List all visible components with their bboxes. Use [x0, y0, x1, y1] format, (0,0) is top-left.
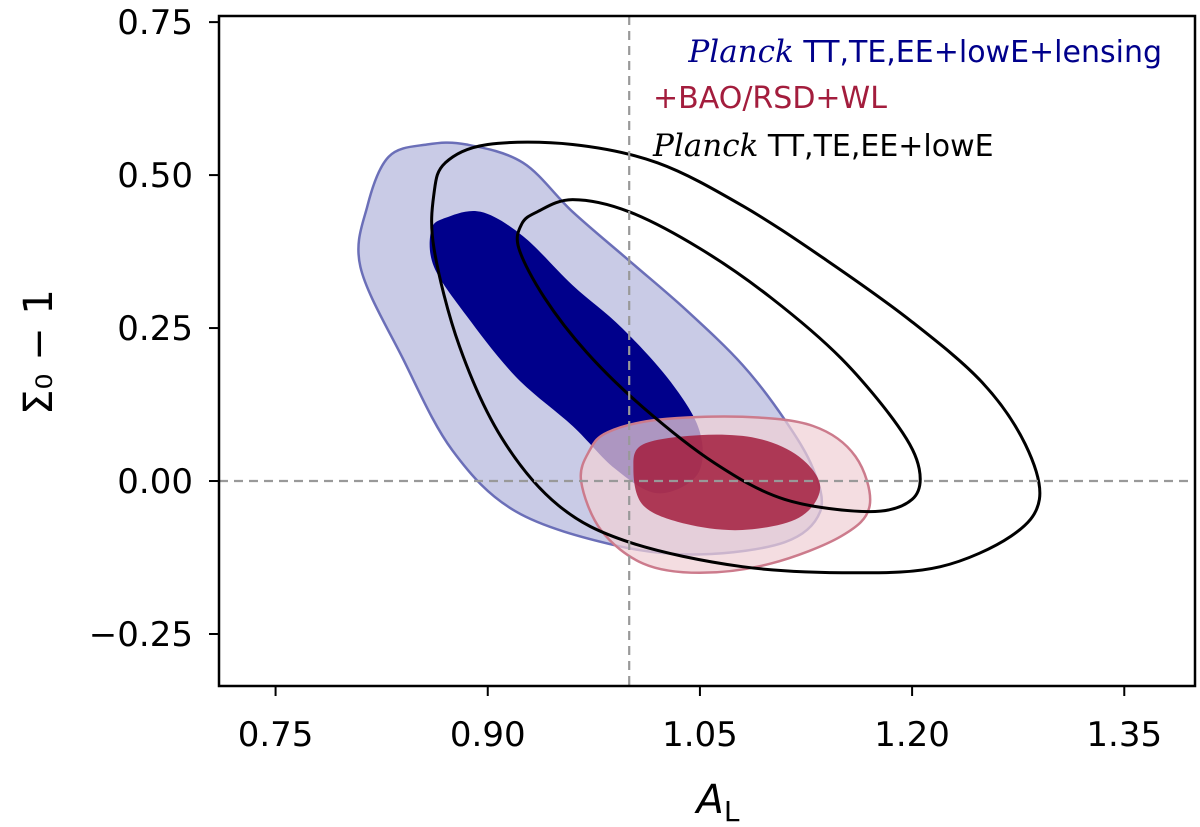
series-bao-rsd-wl: [579, 415, 872, 575]
contour-95-planck-tt-te-ee-lowe: [430, 140, 1042, 575]
legend: Planck TT,TE,EE+lowE+lensing +BAO/RSD+WL…: [652, 34, 1162, 164]
legend-entry-bao-text: +BAO/RSD+WL: [653, 81, 887, 116]
legend-entry-bao: +BAO/RSD+WL: [653, 81, 887, 116]
y-axis-label: Σ₀ − 1: [16, 289, 62, 415]
contour-layer: [357, 140, 1042, 575]
x-axis-label-main: A: [694, 777, 724, 823]
y-tick-label: 0.00: [117, 462, 193, 502]
legend-entry-lensing: Planck TT,TE,EE+lowE+lensing: [687, 34, 1162, 70]
axis-ticks: 0.75 0.90 1.05 1.20 1.35 0.75 0.50 0.25 0.00 −0.2…: [89, 3, 1162, 755]
contour-68-bao-rsd-wl: [633, 434, 821, 531]
y-tick-label: −0.25: [89, 615, 193, 655]
x-tick-label: 1.05: [662, 715, 738, 755]
y-tick-label: 0.50: [117, 156, 193, 196]
y-tick-label: 0.75: [117, 3, 193, 43]
plot-frame: [217, 14, 1197, 688]
legend-entry-planck-italic: Planck: [652, 128, 758, 164]
x-axis-label-subscript: L: [724, 795, 740, 827]
x-tick-label: 1.20: [874, 715, 950, 755]
x-axis-label: AL: [694, 777, 740, 827]
reference-lines: [219, 16, 1195, 686]
contour-68-planck-tt-te-ee-lowe: [515, 198, 922, 514]
legend-entry-planck-text: TT,TE,EE+lowE: [758, 129, 993, 164]
series-planck-tt-te-ee-lowe: [430, 140, 1042, 575]
legend-entry-planck: Planck TT,TE,EE+lowE: [652, 128, 994, 164]
y-tick-label: 0.25: [117, 309, 193, 349]
x-tick-label: 1.35: [1086, 715, 1162, 755]
legend-entry-lensing-text: TT,TE,EE+lowE+lensing: [794, 35, 1162, 70]
x-tick-label: 0.90: [450, 715, 526, 755]
legend-entry-lensing-italic: Planck: [687, 34, 793, 70]
x-tick-label: 0.75: [238, 715, 314, 755]
